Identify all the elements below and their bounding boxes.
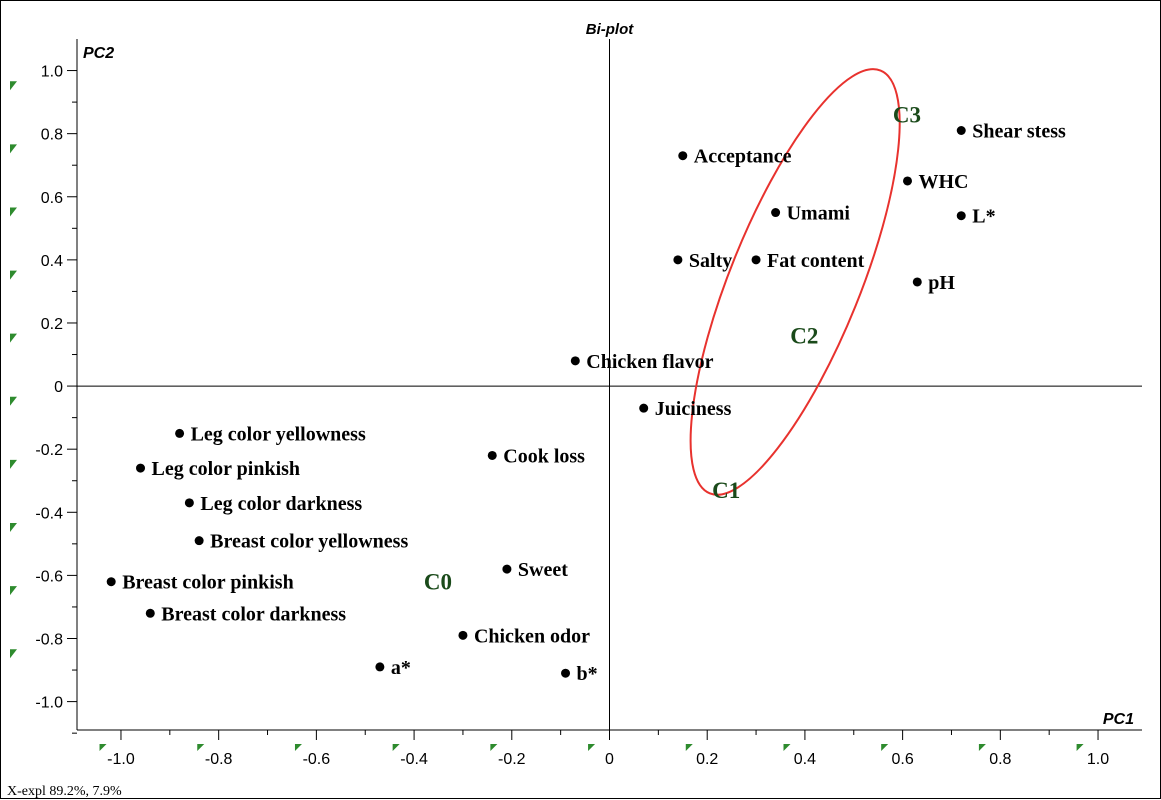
data-point [561, 668, 571, 678]
point-label: Juiciness [655, 398, 732, 420]
x-tick-label: 0.8 [989, 751, 1011, 768]
green-marker [10, 586, 17, 596]
green-marker [10, 333, 17, 343]
point-label: pH [928, 272, 955, 294]
cluster-label: C1 [712, 478, 740, 503]
data-point [145, 608, 155, 618]
point-label: Leg color pinkish [152, 458, 301, 480]
y-tick-label: 1.0 [41, 64, 63, 81]
data-point [673, 255, 683, 265]
green-marker [10, 270, 17, 280]
x-tick-label: 0.4 [794, 751, 816, 768]
x-tick-label: -1.0 [107, 751, 135, 768]
data-point [771, 208, 781, 218]
green-marker [10, 144, 17, 154]
point-label: WHC [919, 171, 969, 193]
point-label: L* [972, 206, 995, 228]
x-tick-label: -0.8 [205, 751, 233, 768]
green-marker [588, 744, 596, 751]
y-axis-label: PC2 [83, 45, 114, 62]
green-marker [490, 744, 498, 751]
point-label: b* [577, 663, 598, 685]
green-marker [1076, 744, 1084, 751]
data-point [751, 255, 761, 265]
point-label: Breast color yellowness [210, 531, 408, 553]
green-marker [978, 744, 986, 751]
point-label: Breast color pinkish [122, 572, 294, 594]
data-point [570, 356, 580, 366]
y-tick-label: 0.4 [41, 253, 63, 270]
x-tick-label: 1.0 [1087, 751, 1109, 768]
y-tick-label: 0 [54, 379, 63, 396]
y-tick-label: -0.4 [35, 505, 63, 522]
y-tick-label: -0.6 [35, 568, 63, 585]
green-marker [783, 744, 791, 751]
green-marker [10, 649, 17, 659]
green-marker [10, 396, 17, 406]
cluster-label: C0 [424, 570, 452, 595]
green-marker [10, 522, 17, 532]
green-marker [294, 744, 302, 751]
green-marker [881, 744, 889, 751]
x-tick-label: 0.6 [891, 751, 913, 768]
green-marker [685, 744, 693, 751]
data-point [106, 577, 116, 587]
point-label: Leg color darkness [200, 493, 362, 515]
green-marker [10, 81, 17, 91]
data-point [903, 176, 913, 186]
y-tick-label: -0.8 [35, 631, 63, 648]
point-label: Breast color darkness [161, 603, 346, 625]
green-marker [197, 744, 205, 751]
y-tick-label: 0.6 [41, 190, 63, 207]
point-label: Leg color yellowness [191, 423, 366, 445]
point-label: Shear stess [972, 121, 1066, 143]
green-marker [10, 207, 17, 217]
point-label: Chicken odor [474, 625, 590, 647]
green-marker [10, 459, 17, 469]
x-tick-label: -0.2 [498, 751, 526, 768]
cluster-ellipse [689, 68, 901, 496]
point-label: Sweet [518, 559, 568, 581]
x-tick-label: 0.2 [696, 751, 718, 768]
data-point [956, 126, 966, 136]
cluster-label: C2 [790, 324, 818, 349]
cluster-label: C3 [893, 103, 921, 128]
y-tick-label: -0.2 [35, 442, 63, 459]
x-tick-label: -0.4 [400, 751, 428, 768]
data-point [639, 403, 649, 413]
green-marker [392, 744, 400, 751]
y-tick-label: 0.8 [41, 127, 63, 144]
data-point [956, 211, 966, 221]
x-tick-label: 0 [605, 751, 614, 768]
data-point [175, 428, 185, 438]
point-label: Salty [689, 250, 732, 272]
y-tick-label: 0.2 [41, 316, 63, 333]
x-axis-label: PC1 [1103, 711, 1134, 728]
data-point [912, 277, 922, 287]
point-label: a* [391, 657, 411, 679]
green-marker [99, 744, 107, 751]
y-tick-label: -1.0 [35, 695, 63, 712]
data-point [458, 630, 468, 640]
x-tick-label: -0.6 [303, 751, 331, 768]
chart-title: Bi-plot [586, 21, 634, 38]
data-point [487, 450, 497, 460]
data-point [375, 662, 385, 672]
point-label: Chicken flavor [586, 351, 713, 373]
data-point [502, 564, 512, 574]
point-label: Acceptance [694, 146, 792, 168]
point-label: Fat content [767, 250, 865, 272]
data-point [678, 151, 688, 161]
data-point [194, 536, 204, 546]
data-point [184, 498, 194, 508]
data-point [136, 463, 146, 473]
explained-variance-note: X-expl 89.2%, 7.9% [7, 784, 122, 799]
point-label: Umami [787, 203, 851, 225]
point-label: Cook loss [503, 445, 585, 467]
